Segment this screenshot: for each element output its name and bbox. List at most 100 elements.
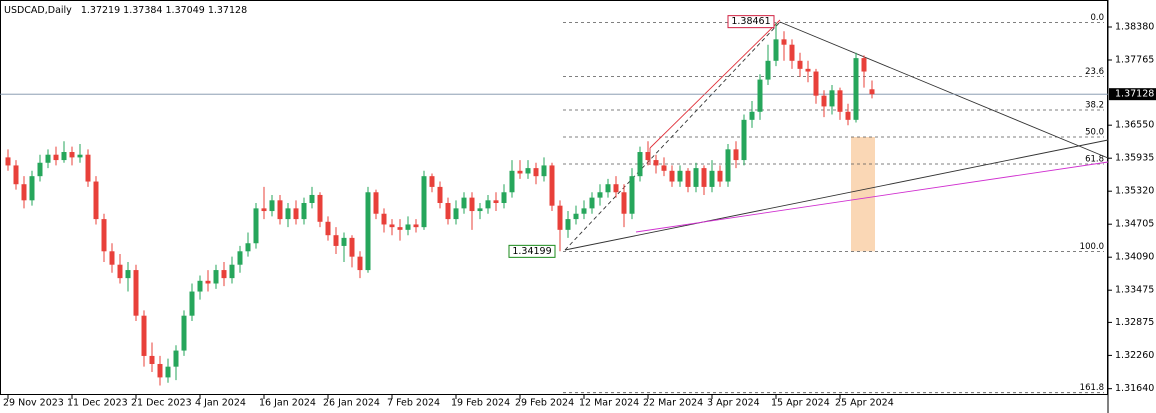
candle-body [53, 154, 59, 161]
x-tick-label: 3 Apr 2024 [707, 398, 760, 409]
x-tick-label: 16 Jan 2024 [259, 398, 316, 409]
x-tick-label: 15 Apr 2024 [771, 398, 830, 409]
candle-body [493, 200, 499, 204]
x-tick-label: 29 Feb 2024 [515, 398, 574, 409]
candle-body [205, 280, 211, 284]
candle-body [709, 170, 715, 187]
candle-body [717, 170, 723, 182]
candle-body [509, 170, 515, 193]
candle-body [357, 256, 363, 271]
candle-body [669, 170, 675, 182]
candle-body [77, 154, 83, 158]
candle-body [397, 227, 403, 230]
fib-level-label: 23.6 [1085, 67, 1104, 77]
candle-body [797, 60, 803, 69]
candle-body [37, 162, 43, 177]
fib-high-label-box [727, 15, 775, 29]
candle-body [189, 291, 195, 316]
candle-body [461, 197, 467, 209]
candle-body [213, 270, 219, 284]
candle-body [285, 208, 291, 220]
candle-body [149, 355, 155, 364]
candle-body [757, 79, 763, 112]
candle-body [629, 176, 635, 214]
candle-body [133, 270, 139, 316]
candle-body [605, 184, 611, 193]
candle-body [21, 184, 27, 201]
candle-body [429, 176, 435, 187]
price-label-box [1109, 88, 1156, 101]
trend-line [649, 19, 781, 149]
candle-body [453, 208, 459, 220]
y-tick-label: 1.31640 [1115, 383, 1154, 394]
candle-body [45, 154, 51, 163]
candle-body [693, 168, 699, 187]
y-tick-label: 1.34705 [1115, 219, 1154, 230]
candle-body [365, 192, 371, 271]
candle-body [765, 60, 771, 80]
candle-body [373, 192, 379, 214]
candle-body [69, 152, 75, 158]
candle-body [61, 152, 67, 161]
candle-body [5, 157, 11, 166]
candle-body [661, 165, 667, 171]
candle-body [781, 39, 787, 45]
fib-level-label: 50.0 [1085, 127, 1104, 137]
y-tick-label: 1.36550 [1115, 120, 1154, 131]
candle-body [573, 213, 579, 220]
candle-body [869, 89, 875, 95]
candle-body [229, 264, 235, 279]
candle-body [549, 165, 555, 206]
candle-body [93, 181, 99, 220]
candle-body [221, 270, 227, 279]
candle-body [277, 200, 283, 220]
candle-body [389, 224, 395, 228]
candle-body [421, 176, 427, 228]
candle-body [13, 165, 19, 185]
candle-body [861, 58, 867, 72]
y-tick-label: 1.32260 [1115, 350, 1154, 361]
candle-body [333, 235, 339, 246]
candle-body [181, 315, 187, 351]
candle-body [309, 194, 315, 204]
candle-body [525, 168, 531, 174]
x-tick-label: 19 Feb 2024 [451, 398, 510, 409]
fib-low-label-box [508, 244, 556, 258]
x-tick-label: 29 Nov 2023 [3, 398, 64, 409]
y-tick-label: 1.33475 [1115, 285, 1154, 296]
candle-body [437, 186, 443, 204]
candle-body [349, 237, 355, 257]
candle-body [749, 111, 755, 120]
candle-body [733, 149, 739, 161]
candle-body [501, 192, 507, 204]
candle-body [253, 208, 259, 244]
candle-body [581, 208, 587, 214]
candle-body [541, 165, 547, 177]
candle-body [325, 221, 331, 236]
candle-body [173, 350, 179, 367]
candle-body [533, 168, 539, 177]
trend-line [564, 139, 1109, 251]
candle-body [117, 264, 123, 279]
candle-body [413, 224, 419, 228]
candle-body [653, 160, 659, 166]
y-tick-label: 1.34090 [1115, 252, 1154, 263]
candle-body [645, 152, 651, 161]
candle-body [445, 203, 451, 220]
fib-level-label: 0.0 [1090, 13, 1104, 23]
candle-body [517, 170, 523, 174]
support-line [635, 161, 1109, 233]
fib-level-label: 161.8 [1080, 383, 1104, 393]
x-tick-label: 21 Dec 2023 [131, 398, 192, 409]
candle-body [725, 149, 731, 182]
header-low: 1.37049 [166, 5, 205, 16]
symbol: USDCAD,Daily [4, 5, 72, 16]
candle-body [125, 270, 131, 279]
fib-low-label: 1.34199 [512, 246, 551, 257]
candle-body [701, 168, 707, 187]
candle-body [197, 280, 203, 292]
fib-high-label: 1.38461 [731, 16, 770, 27]
candle-body [685, 170, 691, 187]
x-tick-label: 11 Dec 2023 [67, 398, 128, 409]
